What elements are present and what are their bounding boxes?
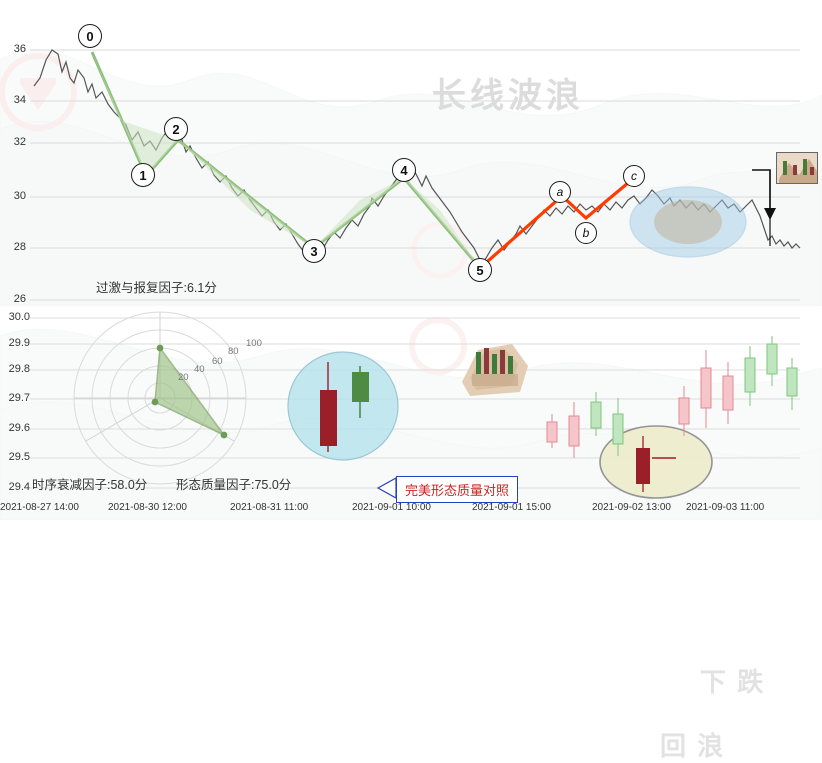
top-factor-annotation: 过激与报复因子:6.1分 (96, 281, 217, 295)
wave-impulse-green (90, 51, 482, 269)
wave-abc-red (478, 176, 636, 270)
candlestick-series (546, 336, 798, 458)
radar-tick-80: 80 (228, 346, 239, 357)
bottom-ytick-3: 29.7 (8, 392, 30, 404)
candle (612, 398, 624, 456)
wave-node-a: a (549, 181, 571, 203)
radar-point-1 (156, 344, 164, 352)
wave-node-5: 5 (468, 258, 492, 282)
bottom-factor-time-decay: 时序衰减因子:58.0分 (32, 478, 148, 492)
wave-node-3: 3 (302, 239, 326, 263)
wave-node-0: 0 (78, 24, 102, 48)
radar-tick-40: 40 (194, 364, 205, 375)
candle (700, 350, 712, 428)
xtick-1: 2021-08-30 12:00 (108, 502, 187, 513)
bottom-ytick-6: 29.4 (8, 481, 30, 493)
drop-arrow (752, 169, 776, 246)
candle (722, 362, 734, 424)
top-ytick-4: 28 (13, 241, 26, 253)
xtick-4: 2021-09-01 15:00 (472, 502, 551, 513)
wave-node-1: 1 (131, 163, 155, 187)
radar-point-3 (151, 398, 159, 406)
bottom-factor-pattern-quality: 形态质量因子:75.0分 (176, 478, 292, 492)
watermark-bottom-2: 回 浪 (660, 731, 726, 761)
candle (590, 392, 602, 436)
pattern-thumbnail-bottom[interactable] (462, 344, 528, 396)
top-panel-svg (0, 49, 822, 306)
bottom-detail-panel: 30.0 29.9 29.8 29.7 29.6 29.5 29.4 20 40… (0, 306, 822, 761)
top-ytick-5: 26 (13, 293, 26, 305)
right-zoom-candles (636, 436, 676, 492)
candle (766, 336, 778, 386)
left-zoom-candles (320, 362, 369, 452)
xtick-0: 2021-08-27 14:00 (0, 502, 79, 513)
top-ytick-1: 34 (13, 94, 26, 106)
wave-node-b: b (575, 222, 597, 244)
radar-point-2 (220, 431, 228, 439)
bottom-panel-svg (0, 311, 822, 520)
highlight-ellipse-inner (654, 200, 722, 244)
radar-chart (73, 311, 247, 485)
wave-node-2: 2 (164, 117, 188, 141)
top-ytick-3: 30 (13, 190, 26, 202)
radar-tick-100: 100 (246, 338, 262, 349)
right-zoom-ellipse (599, 425, 713, 499)
radar-tick-20: 20 (178, 372, 189, 383)
candle (546, 414, 558, 448)
top-grid (30, 49, 800, 301)
pattern-thumbnail-top-art (777, 153, 817, 183)
top-price-panel: 36 34 32 30 28 26 长线波浪 0 1 2 3 4 5 a b c… (0, 0, 822, 306)
bottom-ytick-4: 29.6 (8, 422, 30, 434)
top-ytick-2: 32 (13, 136, 26, 148)
xtick-2: 2021-08-31 11:00 (230, 502, 309, 513)
candle (744, 346, 756, 406)
pattern-thumbnail-top[interactable] (776, 152, 818, 184)
xtick-5: 2021-09-02 13:00 (592, 502, 671, 513)
bottom-ytick-0: 30.0 (8, 311, 30, 323)
wave-node-c: c (623, 165, 645, 187)
radar-polygon (154, 345, 225, 436)
xtick-3: 2021-09-01 10:00 (352, 502, 431, 513)
left-zoom-ellipse (287, 351, 399, 461)
perfect-pattern-callout[interactable]: 完美形态质量对照 (396, 476, 519, 503)
watermark-bottom-1: 下 跌 (700, 667, 766, 697)
top-ytick-0: 36 (13, 43, 26, 55)
bottom-ytick-1: 29.9 (8, 337, 30, 349)
candle (678, 386, 690, 436)
xtick-6: 2021-09-03 11:00 (686, 502, 765, 513)
wave-node-4: 4 (392, 158, 416, 182)
candle (786, 358, 798, 410)
candle (568, 402, 580, 458)
bottom-ytick-5: 29.5 (8, 451, 30, 463)
radar-tick-60: 60 (212, 356, 223, 367)
bottom-ytick-2: 29.8 (8, 363, 30, 375)
pattern-thumbnail-bottom-art (462, 344, 528, 396)
